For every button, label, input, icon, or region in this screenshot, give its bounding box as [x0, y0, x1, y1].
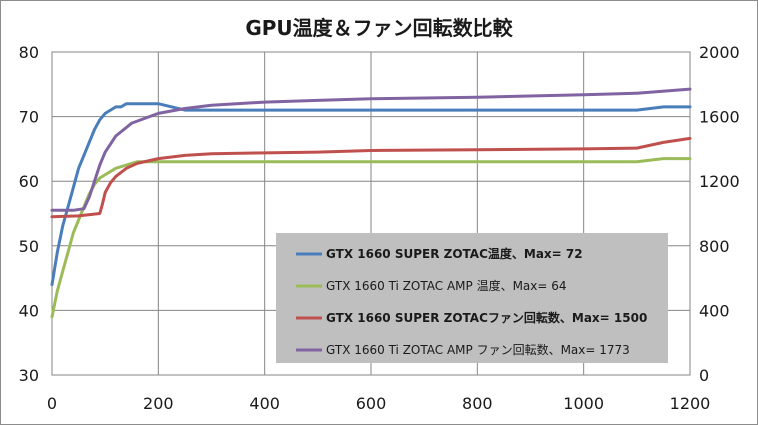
x-tick-label: 0 — [47, 394, 57, 413]
plot-area-border — [51, 51, 691, 376]
series-line-1 — [50, 102, 692, 287]
y-left-tick-label: 60 — [19, 172, 39, 191]
legend-label-2: GTX 1660 Ti ZOTAC AMP 温度、Max= 64 — [326, 278, 567, 293]
legend-label-3: GTX 1660 SUPER ZOTACファン回転数、Max= 1500 — [326, 310, 647, 325]
axes — [51, 51, 691, 376]
legend: GTX 1660 SUPER ZOTAC温度、Max= 72 GTX 1660 T… — [276, 233, 668, 363]
x-tick-label: 600 — [356, 394, 387, 413]
y-right-tick-label: 2000 — [699, 43, 740, 62]
y-left-tick-label: 80 — [19, 43, 39, 62]
legend-box — [276, 233, 668, 363]
series-lines — [50, 87, 692, 319]
chart-title: GPU温度＆ファン回転数比較 — [245, 16, 513, 40]
x-tick-label: 1000 — [563, 394, 604, 413]
x-tick-label: 1200 — [670, 394, 711, 413]
y-right-tick-label: 1600 — [699, 108, 740, 127]
series-line-2 — [50, 157, 692, 319]
y-left-tick-label: 70 — [19, 108, 39, 127]
x-tick-label: 800 — [462, 394, 493, 413]
y-left-tick-label: 30 — [19, 366, 39, 385]
y-right-tick-label: 0 — [699, 366, 709, 385]
y-right-tick-label: 1200 — [699, 172, 740, 191]
series-line-3 — [50, 136, 692, 219]
y-left-tick-label: 50 — [19, 237, 39, 256]
series-line-4 — [50, 87, 692, 212]
legend-label-1: GTX 1660 SUPER ZOTAC温度、Max= 72 — [326, 246, 583, 261]
x-tick-label: 400 — [249, 394, 280, 413]
legend-label-4: GTX 1660 Ti ZOTAC AMP ファン回転数、Max= 1773 — [326, 342, 630, 357]
y-right-tick-label: 400 — [699, 301, 730, 320]
y-right-tick-label: 800 — [699, 237, 730, 256]
x-tick-label: 200 — [143, 394, 174, 413]
y-left-tick-label: 40 — [19, 301, 39, 320]
